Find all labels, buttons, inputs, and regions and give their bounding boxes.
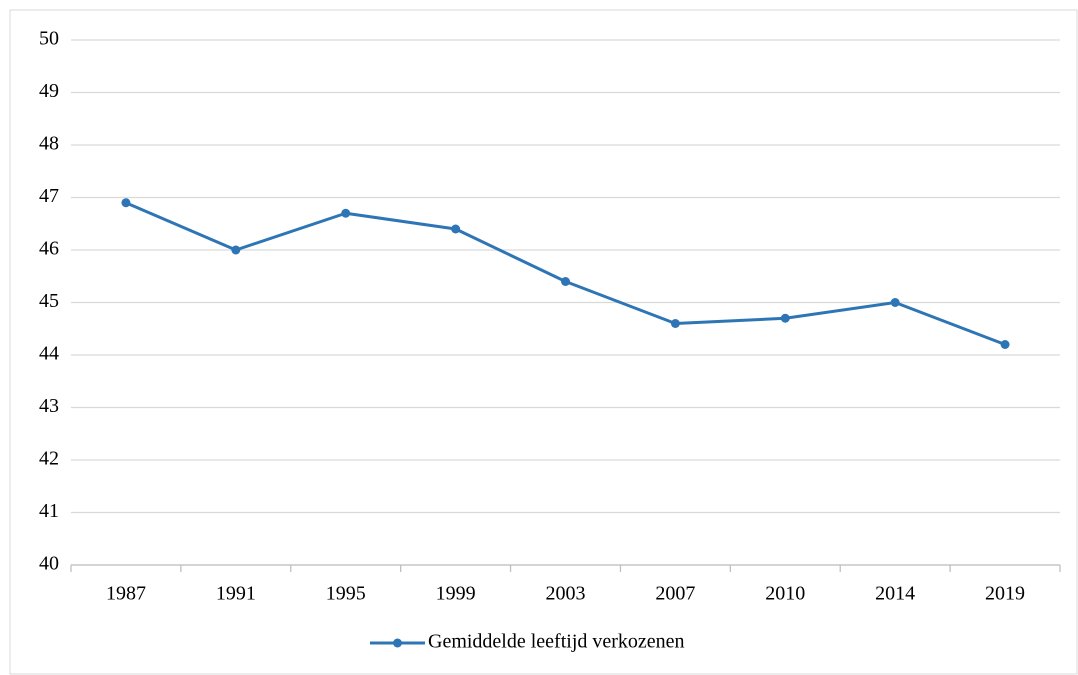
y-tick-label: 46 [39,238,59,260]
x-tick-label: 2019 [985,583,1025,605]
x-tick-label: 1987 [106,583,146,605]
y-tick-label: 45 [39,290,59,312]
x-tick-label: 2003 [546,583,586,605]
y-tick-label: 44 [39,343,59,365]
y-tick-label: 43 [39,395,59,417]
x-tick-label: 1999 [436,583,476,605]
data-point [890,298,900,307]
y-tick-label: 50 [39,28,59,50]
data-point [451,224,461,234]
x-tick-label: 2014 [875,583,915,605]
data-point [341,208,351,218]
data-point [780,313,790,323]
data-point [561,277,570,286]
y-tick-label: 42 [39,448,59,470]
x-tick-label: 1995 [326,583,366,605]
y-tick-label: 49 [39,80,59,102]
data-point [670,319,680,328]
y-tick-label: 48 [39,133,59,155]
legend-marker [393,638,402,648]
x-tick-label: 2010 [765,583,805,605]
x-tick-label: 1991 [216,583,256,605]
x-tick-label: 2007 [655,583,695,605]
data-point [1000,340,1010,349]
data-point [231,245,241,255]
y-tick-label: 41 [39,500,59,522]
legend-label: Gemiddelde leeftijd verkozenen [428,631,685,653]
y-tick-label: 40 [39,553,59,575]
y-tick-label: 47 [39,185,59,207]
chart-border [9,9,1078,675]
data-point [121,198,131,208]
